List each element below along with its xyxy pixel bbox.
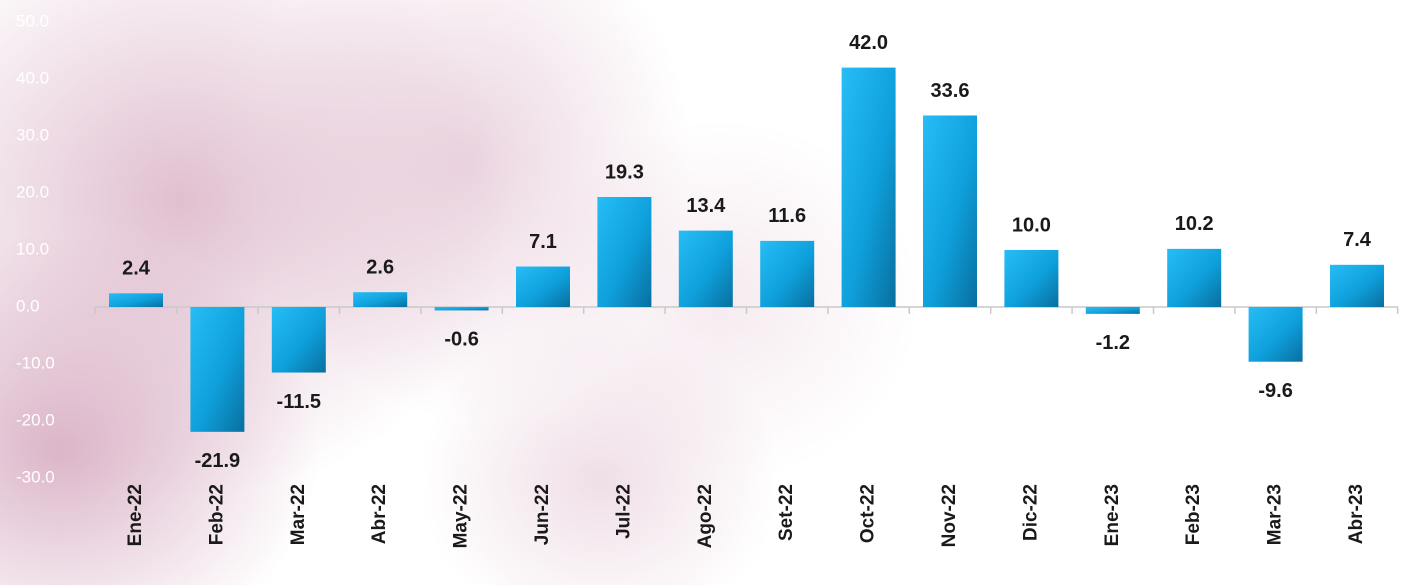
value-label: 7.4 <box>1343 229 1372 251</box>
x-tick-label: Mar-22 <box>288 484 309 545</box>
bar <box>678 230 733 307</box>
bar <box>434 307 489 311</box>
y-tick-label: -20.0 <box>16 410 55 429</box>
x-tick-label: Dic-22 <box>1020 484 1041 541</box>
value-label: 10.2 <box>1175 213 1214 235</box>
value-label: 13.4 <box>686 195 726 217</box>
x-tick-label: Feb-22 <box>206 484 227 545</box>
y-tick-label: 10.0 <box>16 239 49 258</box>
value-label: -11.5 <box>277 391 321 413</box>
bar <box>1004 250 1059 307</box>
bar <box>190 307 245 432</box>
value-label: -21.9 <box>195 450 241 472</box>
bar <box>109 293 163 307</box>
y-tick-label: -10.0 <box>16 353 55 372</box>
value-label: 10.0 <box>1012 214 1051 236</box>
y-tick-label: 20.0 <box>16 182 49 201</box>
bar <box>516 266 570 307</box>
value-label: -9.6 <box>1258 380 1292 402</box>
x-tick-label: Abr-22 <box>369 484 390 544</box>
y-tick-label: 40.0 <box>16 68 49 87</box>
bar <box>1085 307 1140 314</box>
y-tick-label: 30.0 <box>16 125 49 144</box>
bar <box>841 67 896 307</box>
value-label: 7.1 <box>529 231 557 253</box>
value-label: 33.6 <box>931 80 970 102</box>
bar <box>597 196 652 307</box>
value-label: -0.6 <box>444 329 478 351</box>
x-tick-label: Ago-22 <box>695 484 716 548</box>
bar <box>923 115 977 307</box>
bar <box>353 292 408 307</box>
x-tick-label: Ene-22 <box>125 484 146 546</box>
bar <box>760 240 815 307</box>
bar <box>271 307 326 373</box>
bar <box>1248 307 1303 362</box>
x-tick-label: Oct-22 <box>858 484 879 543</box>
x-tick-label: Nov-22 <box>939 484 960 547</box>
value-label: 2.4 <box>122 258 151 280</box>
y-tick-label: -30.0 <box>16 467 55 486</box>
value-label: -1.2 <box>1096 332 1130 354</box>
value-label: 42.0 <box>849 32 888 54</box>
x-tick-label: Abr-23 <box>1346 484 1367 544</box>
x-tick-label: Ene-23 <box>1102 484 1123 546</box>
x-tick-label: Set-22 <box>776 484 797 541</box>
x-tick-label: May-22 <box>451 484 472 548</box>
value-label: 19.3 <box>605 161 644 183</box>
x-tick-label: Jun-22 <box>532 484 553 545</box>
value-label: 2.6 <box>366 256 394 278</box>
value-label: 11.6 <box>768 205 806 227</box>
x-tick-label: Feb-23 <box>1183 484 1204 545</box>
bar <box>1330 264 1384 307</box>
x-tick-label: Mar-23 <box>1265 484 1286 545</box>
y-tick-label: 0.0 <box>16 296 40 315</box>
x-tick-label: Jul-22 <box>613 484 634 539</box>
y-tick-label: 50.0 <box>16 11 49 30</box>
bar <box>1167 248 1222 307</box>
